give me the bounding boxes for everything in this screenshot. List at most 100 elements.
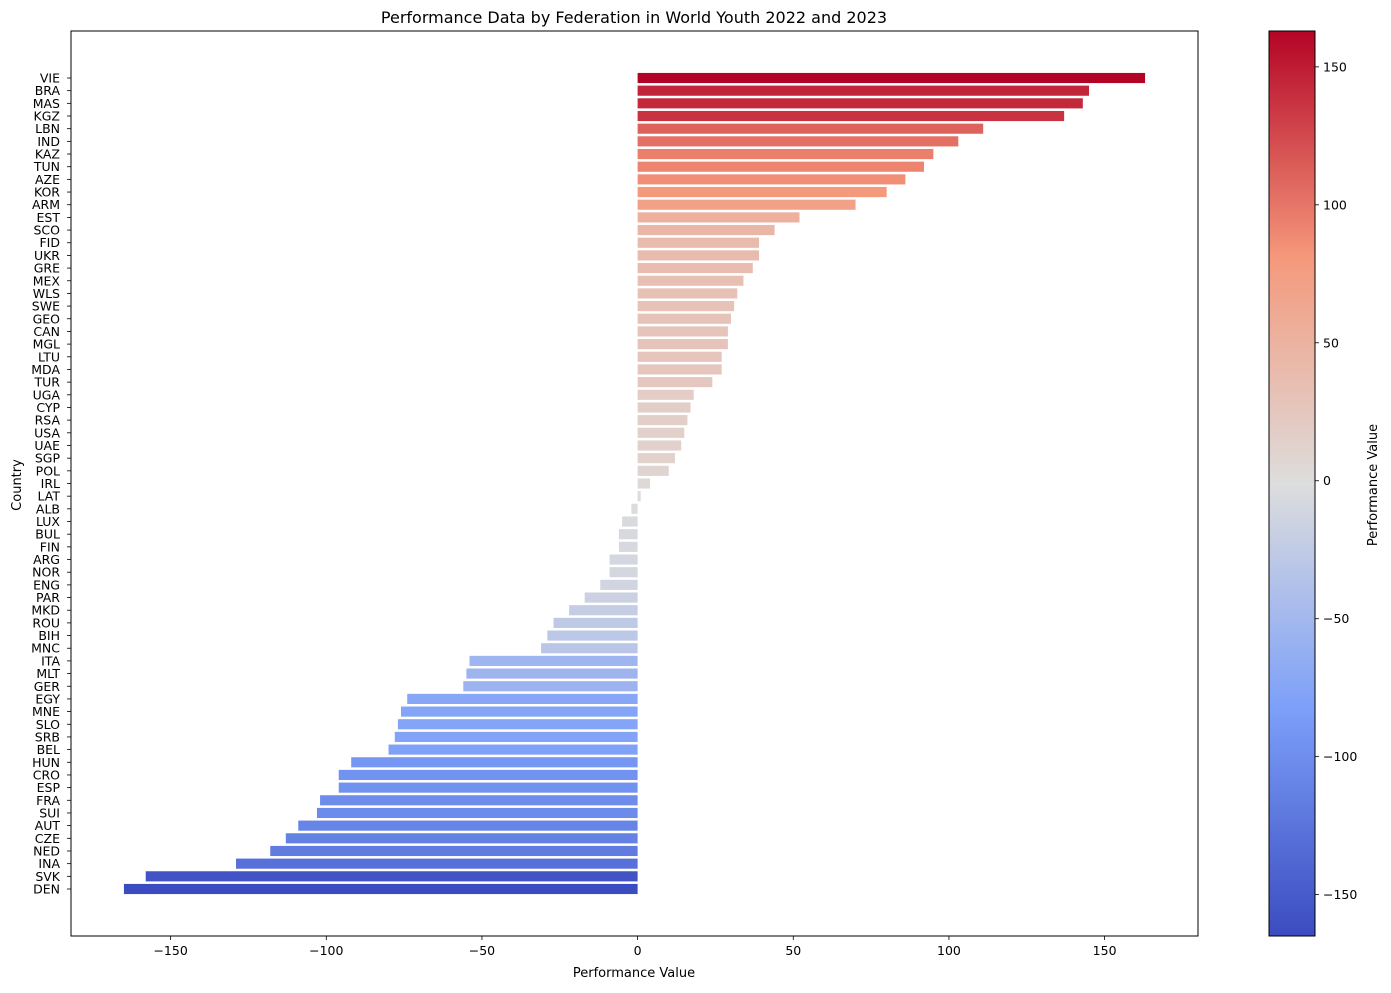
bar-usa [637,427,685,438]
y-tick-label: AUT [35,818,61,833]
y-tick-label: VIE [40,71,60,86]
bar-kaz [637,148,934,160]
bar-par [584,592,638,603]
y-tick-label: UAE [34,438,60,453]
bar-kor [637,186,887,198]
bar-pol [637,465,669,476]
y-tick-label: NOR [32,565,60,580]
bar-eng [600,579,638,590]
colorbar [1268,30,1316,937]
bar-rsa [637,415,688,426]
y-tick-label: ROU [32,615,60,630]
bar-alb [631,503,638,514]
y-tick-label: GEO [33,311,61,326]
y-tick-label: BEL [37,742,60,757]
bar-tun [637,161,925,172]
bar-bra [637,85,1090,96]
y-tick-label: MNC [31,641,60,656]
bar-hun [351,757,638,768]
bar-sui [316,807,638,819]
y-tick-label: ITA [41,653,60,668]
y-tick-label: ESP [37,780,61,795]
y-tick-label: EST [37,210,61,225]
colorbar-tick-label: 0 [1323,473,1331,488]
bar-vie [637,72,1146,84]
y-tick-label: SLO [36,717,60,732]
bar-mgl [637,339,728,350]
x-tick-label: −150 [153,943,187,958]
bar-can [637,326,728,337]
bar-esp [338,782,638,793]
bar-aut [298,820,638,831]
colorbar-tick-label: 100 [1323,197,1347,212]
bar-wls [637,288,738,299]
y-tick-label: CAN [33,324,60,339]
bar-uae [637,440,682,451]
y-tick-label: ALB [36,501,60,516]
y-tick-label: KGZ [34,109,60,124]
bar-swe [637,301,735,312]
y-tick-label: BIH [38,628,60,643]
bar-mlt [466,668,638,679]
bar-mnc [541,643,638,654]
colorbar-tick-label: −50 [1323,611,1349,626]
y-tick-label: LUX [36,514,60,529]
bar-mne [401,706,638,717]
bar-cro [338,769,638,781]
x-tick-label: 0 [634,943,642,958]
y-tick-label: HUN [32,755,60,770]
colorbar-tick-label: 50 [1323,335,1339,350]
bar-cyp [637,402,691,413]
bar-kgz [637,110,1065,122]
y-tick-label: SUI [39,805,60,820]
y-tick-label: SWE [32,299,60,314]
y-tick-label: UKR [34,248,60,263]
y-tick-label: GER [34,679,61,694]
colorbar-ticks-group: −150 −100 −50 0 50 100 150 [1315,59,1357,902]
x-ticks-group: −150 −100 −50 0 50 100 150 [153,936,1117,958]
bar-ind [637,136,959,147]
y-tick-label: BRA [35,83,61,98]
bar-arg [609,554,638,565]
bar-aze [637,174,906,185]
bar-irl [637,478,651,489]
colorbar-label: Performance Value [1366,424,1381,546]
bar-slo [397,719,638,730]
y-ticks-group: VIEBRAMASKGZLBNINDKAZTUNAZEKORARMESTSCOF… [31,71,71,897]
bar-tur [637,377,713,388]
bar-fid [637,237,760,248]
bar-svk [145,871,638,882]
bar-bih [547,630,638,641]
colorbar-tick-label: −100 [1323,749,1357,764]
y-tick-label: ARM [32,197,60,212]
y-tick-label: SVK [35,869,60,884]
bar-cze [285,833,638,844]
y-tick-label: FIN [40,539,60,554]
bar-ukr [637,250,760,261]
y-tick-label: EGY [35,691,60,706]
x-tick-label: 100 [937,943,961,958]
y-tick-label: SGP [35,451,61,466]
y-tick-label: LTU [38,349,60,364]
x-axis-label: Performance Value [573,966,695,981]
y-tick-label: TUR [34,375,61,390]
y-tick-label: MLT [36,666,60,681]
y-tick-label: AZE [35,172,60,187]
y-tick-label: RSA [35,413,61,428]
bar-geo [637,313,732,324]
y-tick-label: FRA [36,793,60,808]
x-tick-label: −100 [309,943,343,958]
bar-sgp [637,453,675,464]
bar-mkd [569,605,638,616]
bar-egy [407,693,638,704]
y-tick-label: CZE [35,831,60,846]
y-tick-label: INA [38,856,60,871]
bar-arm [637,199,856,210]
bar-ita [469,655,638,666]
colorbar-tick-label: −150 [1323,887,1357,902]
bar-lbn [637,123,984,134]
y-tick-label: DEN [33,882,60,897]
bar-bul [618,529,638,540]
